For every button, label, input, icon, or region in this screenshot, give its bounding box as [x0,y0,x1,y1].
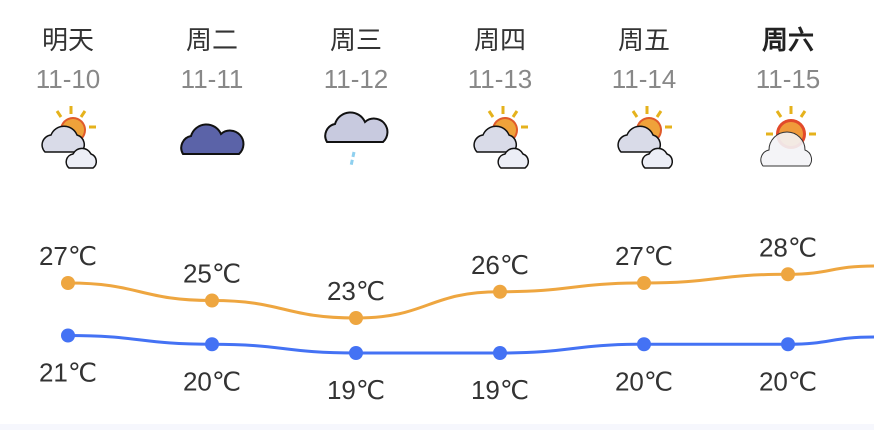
high-temp-point [781,267,795,282]
high-temp-point [349,311,363,325]
low-temp-point [637,337,651,352]
partly-cloudy-icon [609,102,679,174]
day-label: 周二 [185,25,238,55]
low-temp-label: 19℃ [327,375,385,405]
high-temp-label: 28℃ [759,232,817,262]
low-temp-label: 19℃ [471,375,529,405]
date-label: 11-13 [467,64,533,94]
low-temp-label: 21℃ [39,358,97,388]
day-label: 周五 [617,25,670,55]
partly-cloudy-icon [33,102,103,174]
low-temp-line [67,334,874,355]
low-temp-label: 20℃ [759,366,817,396]
day-label: 周三 [329,25,382,55]
date-label: 11-11 [180,64,244,94]
high-temp-label: 27℃ [39,241,97,271]
bottom-divider [0,424,874,430]
high-temp-label: 23℃ [327,276,385,306]
day-label: 周六 [761,25,814,55]
partly-cloudy-icon [465,102,535,174]
low-temp-label: 20℃ [183,366,241,396]
sunny-cloudy-icon [753,102,823,174]
low-temp-point [205,337,219,352]
high-temp-label: 27℃ [615,241,673,271]
date-label: 11-10 [35,64,101,94]
date-label: 11-14 [611,64,677,94]
high-temp-point [637,276,651,290]
high-temp-point [205,293,219,308]
low-temp-point [61,328,75,343]
date-label: 11-15 [755,64,821,94]
low-temp-point [781,337,795,352]
light-rain-icon [321,102,391,174]
low-temp-point [349,346,363,360]
high-temp-label: 25℃ [183,259,241,289]
high-temp-point [61,276,75,290]
day-label: 明天 [41,25,94,55]
high-temp-point [493,284,507,299]
high-temp-label: 26℃ [471,250,529,280]
low-temp-label: 20℃ [615,366,673,396]
day-label: 周四 [473,25,526,55]
date-label: 11-12 [323,64,389,94]
overcast-icon [177,102,247,174]
low-temp-point [493,346,507,360]
